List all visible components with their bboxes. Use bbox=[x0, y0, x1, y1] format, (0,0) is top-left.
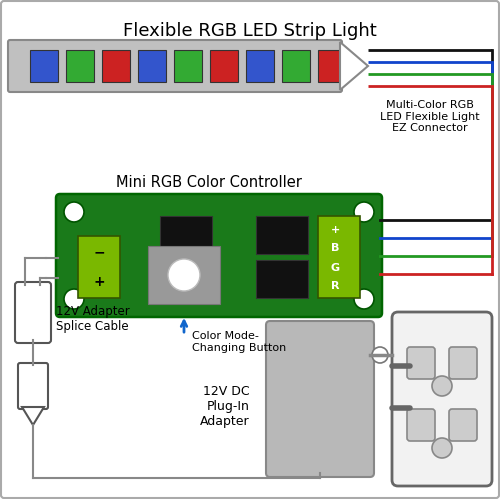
Text: −: − bbox=[93, 245, 105, 259]
Bar bbox=[174, 50, 202, 82]
Bar bbox=[30, 50, 58, 82]
Bar bbox=[282, 50, 310, 82]
FancyBboxPatch shape bbox=[266, 321, 374, 477]
Bar bbox=[210, 50, 238, 82]
Bar bbox=[256, 260, 308, 298]
Bar bbox=[160, 216, 212, 254]
Circle shape bbox=[168, 259, 200, 291]
Text: 12V Adapter
Splice Cable: 12V Adapter Splice Cable bbox=[56, 305, 130, 333]
Bar bbox=[78, 236, 120, 298]
Bar bbox=[256, 216, 308, 254]
Circle shape bbox=[354, 289, 374, 309]
Text: +: + bbox=[93, 275, 105, 289]
FancyBboxPatch shape bbox=[18, 363, 48, 409]
Circle shape bbox=[432, 376, 452, 396]
Text: Color Mode-
Changing Button: Color Mode- Changing Button bbox=[192, 331, 286, 353]
Polygon shape bbox=[340, 42, 368, 90]
Text: 12V DC
Plug-In
Adapter: 12V DC Plug-In Adapter bbox=[200, 385, 250, 428]
Circle shape bbox=[354, 202, 374, 222]
Text: G: G bbox=[330, 263, 340, 273]
Text: +: + bbox=[330, 225, 340, 235]
FancyBboxPatch shape bbox=[8, 40, 342, 92]
FancyBboxPatch shape bbox=[449, 409, 477, 441]
Bar bbox=[318, 216, 360, 298]
Bar bbox=[148, 246, 220, 304]
Text: Multi-Color RGB
LED Flexible Light
EZ Connector: Multi-Color RGB LED Flexible Light EZ Co… bbox=[380, 100, 480, 133]
Circle shape bbox=[64, 202, 84, 222]
FancyBboxPatch shape bbox=[449, 347, 477, 379]
Polygon shape bbox=[22, 407, 44, 425]
FancyBboxPatch shape bbox=[392, 312, 492, 486]
FancyBboxPatch shape bbox=[407, 347, 435, 379]
Text: Mini RGB Color Controller: Mini RGB Color Controller bbox=[116, 175, 302, 190]
Text: B: B bbox=[331, 243, 339, 253]
Text: R: R bbox=[331, 281, 339, 291]
FancyBboxPatch shape bbox=[56, 194, 382, 317]
Bar bbox=[318, 50, 346, 82]
Circle shape bbox=[372, 347, 388, 363]
Circle shape bbox=[64, 289, 84, 309]
Text: Flexible RGB LED Strip Light: Flexible RGB LED Strip Light bbox=[123, 22, 377, 40]
FancyBboxPatch shape bbox=[15, 282, 51, 343]
Bar bbox=[66, 50, 94, 82]
Bar bbox=[246, 50, 274, 82]
FancyBboxPatch shape bbox=[407, 409, 435, 441]
Circle shape bbox=[432, 438, 452, 458]
Bar bbox=[138, 50, 166, 82]
Bar bbox=[102, 50, 130, 82]
